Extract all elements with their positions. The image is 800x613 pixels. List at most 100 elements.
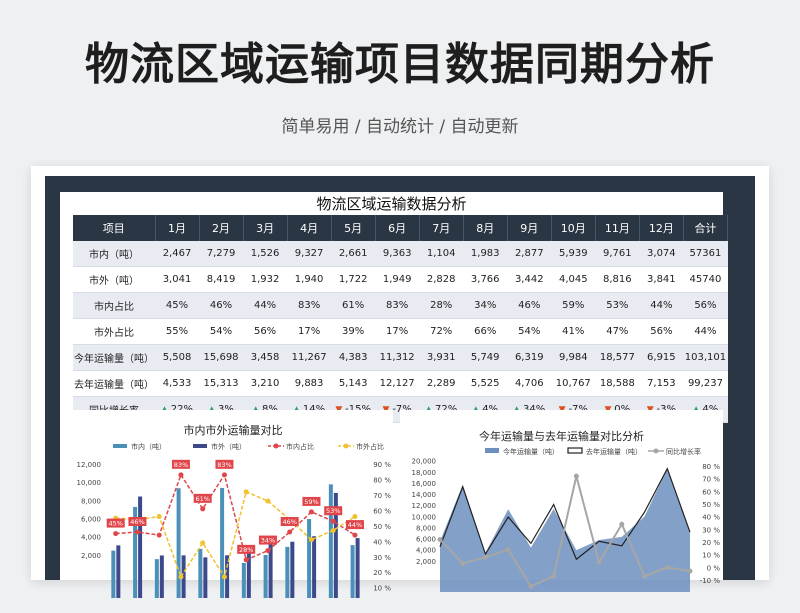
bar-outer: [203, 557, 208, 598]
data-label: 28%: [239, 546, 253, 554]
bar-city: [350, 545, 355, 598]
table-cell: 53%: [595, 292, 640, 319]
data-label-box: [324, 506, 343, 516]
table-cell: 57361: [683, 241, 728, 267]
table-cell: 44%: [639, 292, 684, 319]
table-cell: 3,766: [463, 266, 508, 293]
y-tick-label: 12,000: [77, 461, 102, 469]
data-table: 项目 1月 2月 3月 4月 5月 6月 7月 8月 9月 10月 11月 12月 合计 市内（吨） 2,4…: [73, 215, 729, 423]
row-label: 市外占比: [73, 318, 155, 345]
data-label: 83%: [174, 461, 188, 469]
table-cell: 8,816: [595, 266, 640, 293]
y2-tick-label: 70 %: [373, 492, 391, 500]
data-label-box: [171, 459, 190, 469]
line-point: [221, 472, 227, 478]
growth-value: -7%: [392, 404, 411, 415]
bar-outer: [333, 492, 338, 598]
table-cell: 11,312: [375, 344, 420, 371]
data-label-box: [237, 544, 256, 554]
bar-city: [285, 546, 290, 598]
table-cell: 6,319: [507, 344, 552, 371]
data-label: 53%: [326, 507, 340, 515]
chart1-svg: 市内（吨） 市外（吨） 市内占比 市外占比 12,000 10,000 8,000 6,000…: [77, 442, 391, 598]
legend-label: 去年运输量（吨）: [586, 447, 642, 456]
row-label: 市外（吨）: [73, 266, 155, 293]
growth-value: 4%: [702, 404, 718, 415]
y2-tick-label: 60 %: [702, 488, 720, 496]
growth-value: -15%: [345, 404, 371, 415]
line-point: [664, 564, 670, 570]
y-tick-label: 12,000: [412, 502, 437, 510]
y2-tick-label: 40 %: [373, 538, 391, 546]
col-header: 5月: [331, 215, 376, 241]
table-cell: 47%: [595, 318, 640, 345]
growth-value: 3%: [218, 404, 234, 415]
table-row: 市外占比 55% 54% 56% 17% 39% 17% 72% 66% 54% 41% 47% 56%…: [73, 318, 728, 345]
y2-tick-label: 0 %: [707, 564, 721, 572]
col-header: 12月: [639, 215, 684, 241]
y-tick-label: 8,000: [416, 524, 436, 532]
bar-outer: [138, 496, 143, 598]
table-cell: 17%: [287, 318, 332, 345]
line-point: [156, 532, 162, 538]
growth-value: 0%: [614, 404, 630, 415]
line-point: [156, 514, 162, 520]
line-point: [505, 547, 511, 553]
table-cell: 5,508: [155, 344, 200, 371]
table-cell: 59%: [551, 292, 596, 319]
chart-year-compare: 今年运输量与去年运输量对比分析 今年运输量（吨） 去年运输量（吨） 同比增长率 20,…: [400, 410, 723, 592]
table-cell: 4,045: [551, 266, 596, 293]
line-point: [573, 473, 579, 479]
line-point: [308, 509, 314, 515]
bar-city: [263, 554, 268, 598]
y-tick-label: 6,000: [416, 536, 436, 544]
bar-outer: [225, 555, 230, 598]
y2-tick-label: 50 %: [702, 501, 720, 509]
table-cell: 39%: [331, 318, 376, 345]
y2-tick-label: -10 %: [700, 577, 721, 585]
line-point: [619, 521, 625, 527]
y-tick-label: 2,000: [416, 558, 436, 566]
legend-label: 市内（吨）: [131, 442, 166, 451]
table-cell: 2,661: [331, 241, 376, 267]
line-point: [687, 568, 693, 574]
table-cell: 56%: [639, 318, 684, 345]
table-cell: 99,237: [683, 370, 728, 397]
col-header: 8月: [463, 215, 508, 241]
table-cell: 83%: [375, 292, 420, 319]
table-row: 去年运输量（吨） 4,533 15,313 3,210 9,883 5,143 12,127…: [73, 370, 728, 397]
growth-value: 8%: [262, 404, 278, 415]
line-city-ratio: [115, 472, 356, 561]
table-cell: 7,153: [639, 370, 684, 397]
y2-tick-label: 40 %: [702, 514, 720, 522]
legend-marker: [273, 443, 279, 449]
table-cell: 3,041: [155, 266, 200, 293]
bar-outer: [246, 547, 251, 598]
line-point: [352, 532, 358, 538]
table-cell: 5,939: [551, 241, 596, 267]
table-cell: 2,828: [419, 266, 464, 293]
bar-city: [176, 488, 181, 598]
line-point: [330, 518, 336, 524]
line-point: [113, 531, 119, 537]
bar-outer: [159, 555, 164, 598]
table-row: 今年运输量（吨） 5,508 15,698 3,458 11,267 4,383 11,31…: [73, 344, 728, 371]
col-header: 1月: [155, 215, 200, 241]
table-cell: 15,698: [199, 344, 244, 371]
y2-tick-label: 80 %: [373, 476, 391, 484]
y2-tick-label: 80 %: [702, 463, 720, 471]
table-cell: 1,932: [243, 266, 288, 293]
table-cell: 7,279: [199, 241, 244, 267]
data-label-box: [193, 493, 212, 503]
legend-marker: [343, 443, 349, 449]
y-tick-label: 20,000: [412, 458, 437, 466]
table-cell: 3,458: [243, 344, 288, 371]
line-point: [642, 573, 648, 579]
legend-label: 同比增长率: [666, 447, 701, 456]
data-label-box: [258, 535, 277, 545]
table-cell: 1,940: [287, 266, 332, 293]
line-point: [134, 529, 140, 535]
chart2-svg: 今年运输量（吨） 去年运输量（吨） 同比增长率 20,000 18,000 16,000 1…: [412, 447, 721, 592]
y-tick-label: 2,000: [81, 552, 101, 560]
table-cell: 45%: [155, 292, 200, 319]
